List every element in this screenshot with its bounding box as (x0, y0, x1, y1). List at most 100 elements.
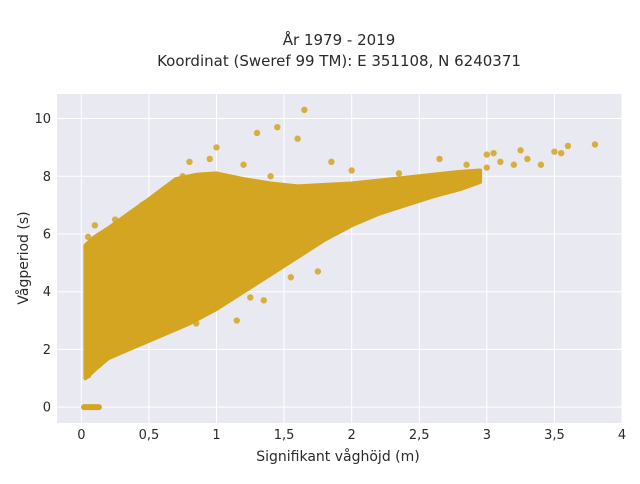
x-tick-label: 3,5 (544, 428, 565, 443)
scatter-point (280, 242, 288, 249)
scatter-point (274, 123, 281, 131)
chart-title-line-2: Koordinat (Sweref 99 TM): E 351108, N 62… (157, 52, 521, 70)
y-tick-label: 2 (43, 343, 51, 358)
x-tick-label: 3 (483, 428, 491, 443)
y-axis-title: Vågperiod (s) (15, 211, 32, 304)
scatter-points (84, 106, 599, 379)
x-tick-label: 1,5 (274, 428, 295, 443)
scatter-point (247, 294, 254, 301)
y-tick-label: 6 (43, 227, 51, 242)
scatter-point (470, 170, 477, 177)
x-axis-title: Signifikant våghöjd (m) (256, 448, 419, 465)
scatter-point (132, 326, 139, 333)
scatter-point (233, 317, 240, 324)
x-tick-label: 4 (618, 428, 626, 443)
scatter-point (389, 196, 396, 203)
scatter-point (84, 372, 92, 379)
scatter-point (287, 274, 295, 281)
scatter-point (206, 155, 213, 163)
scatter-point (551, 148, 558, 155)
scatter-point (321, 224, 328, 232)
scatter-point (253, 253, 261, 261)
scatter-point (84, 331, 92, 339)
scatter-point (193, 320, 200, 327)
scatter-point (186, 158, 193, 166)
scatter-point (220, 196, 227, 203)
scatter-point (145, 317, 153, 324)
x-tick-label: 1 (212, 428, 220, 443)
scatter-point (557, 149, 565, 157)
scatter-point (240, 262, 247, 269)
y-tick-label: 10 (34, 112, 51, 127)
chart-title-line-1: År 1979 - 2019 (283, 30, 396, 49)
scatter-point (88, 245, 96, 252)
scatter-point (443, 178, 450, 186)
scatter-point (490, 149, 497, 157)
scatter-point (199, 282, 207, 290)
scatter-point (591, 141, 599, 148)
scatter-point (213, 144, 220, 151)
scatter-point (138, 201, 146, 209)
y-tick-labels: 0 2 4 6 8 10 (34, 112, 51, 416)
scatter-point (186, 291, 193, 298)
scatter-point (564, 142, 572, 150)
scatter-point (226, 271, 234, 278)
x-tick-label: 0,5 (139, 428, 160, 443)
scatter-point (84, 233, 92, 241)
scatter-point (416, 187, 423, 194)
scatter-point (199, 207, 207, 215)
scatter-point (537, 161, 545, 168)
dense-point-cloud (83, 168, 483, 381)
scatter-point (105, 346, 112, 353)
scatter-point (159, 187, 166, 194)
scatter-point (348, 213, 355, 220)
scatter-point (240, 161, 247, 168)
scatter-point (395, 170, 403, 177)
scatter-point (328, 158, 335, 166)
scatter-point (307, 230, 315, 238)
scatter-point (314, 268, 322, 275)
scatter-point (213, 276, 220, 284)
scatter-point (375, 201, 382, 209)
scatter-point (301, 106, 308, 114)
scatter-point (402, 193, 409, 200)
scatter-point (334, 219, 342, 226)
y-tick-label: 8 (43, 170, 51, 185)
scatter-point (483, 151, 491, 158)
y-tick-label: 4 (43, 285, 51, 300)
scatter-point (260, 297, 268, 304)
scatter-point (497, 158, 504, 166)
scatter-point (436, 155, 443, 163)
scatter-point (517, 147, 524, 154)
x-tick-labels: 0 0,5 1 1,5 2 2,5 3 3,5 4 (77, 428, 626, 443)
scatter-point (91, 222, 99, 229)
x-tick-label: 0 (77, 428, 85, 443)
scatter-point (267, 173, 274, 180)
scatter-point (361, 207, 369, 215)
x-tick-label: 2 (348, 428, 356, 443)
scatter-point (159, 308, 166, 316)
scatter-point (294, 236, 301, 243)
scatter-point (463, 161, 470, 168)
scatter-point (172, 224, 180, 232)
scatter-point (253, 129, 261, 137)
scatter-point (456, 175, 463, 183)
scatter-point (118, 334, 126, 342)
scatter-point (348, 167, 355, 174)
scatter-point (111, 216, 119, 223)
scatter-point (267, 248, 274, 255)
scatter-point (145, 245, 153, 252)
y-tick-label: 0 (43, 401, 51, 416)
point-density-band (81, 168, 483, 411)
scatter-point (429, 184, 436, 191)
scatter-point (483, 164, 491, 171)
scatter-point (294, 135, 301, 142)
scatter-point (510, 161, 518, 168)
scatter-point (524, 155, 531, 163)
scatter-point (98, 351, 105, 359)
scatter-point (172, 300, 180, 307)
x-tick-label: 2,5 (409, 428, 430, 443)
scatter-point (179, 173, 186, 180)
scatter-point (118, 259, 126, 267)
